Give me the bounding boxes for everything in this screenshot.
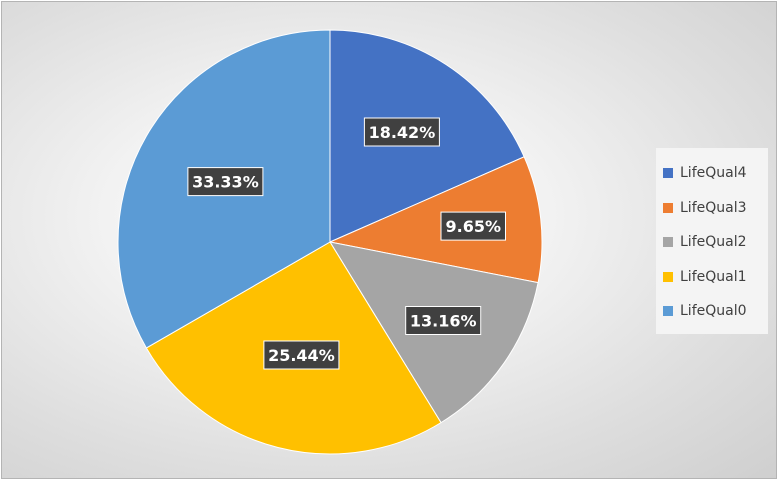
legend-item-lifequal3: LifeQual3 [656,191,768,226]
data-label-text: 9.65% [446,217,502,236]
legend-item-lifequal4: LifeQual4 [656,156,768,191]
legend-swatch [663,271,673,282]
legend-label: LifeQual1 [680,268,747,285]
pie-slice-lifequal3 [328,156,543,284]
data-label-box [405,306,482,335]
data-label-text: 13.16% [410,312,477,331]
data-label-box [440,211,506,241]
data-label-text: 33.33% [192,173,259,192]
data-label-lifequal4: 18.42% [363,117,440,147]
data-label-lifequal1: 25.44% [263,340,340,370]
legend-label: LifeQual3 [680,199,747,216]
data-label-text: 18.42% [369,123,436,142]
legend-swatch [663,237,673,248]
legend-swatch [663,202,673,213]
legend-swatch [663,306,673,317]
data-label-text: 25.44% [268,346,335,365]
legend-item-lifequal1: LifeQual1 [656,260,768,295]
data-label-box [363,117,440,147]
data-label-lifequal3: 9.65% [440,211,506,241]
legend-item-lifequal2: LifeQual2 [656,225,768,260]
legend: LifeQual4 LifeQual3 LifeQual2 LifeQual1 … [656,148,768,334]
legend-item-lifequal0: LifeQual0 [656,294,768,329]
data-label-box [187,167,264,197]
legend-label: LifeQual4 [680,165,747,182]
data-label-lifequal2: 13.16% [405,306,482,335]
legend-label: LifeQual0 [680,303,747,320]
data-label-box [263,340,340,370]
data-label-lifequal0: 33.33% [187,167,264,197]
legend-swatch [663,168,673,179]
legend-label: LifeQual2 [680,234,747,251]
